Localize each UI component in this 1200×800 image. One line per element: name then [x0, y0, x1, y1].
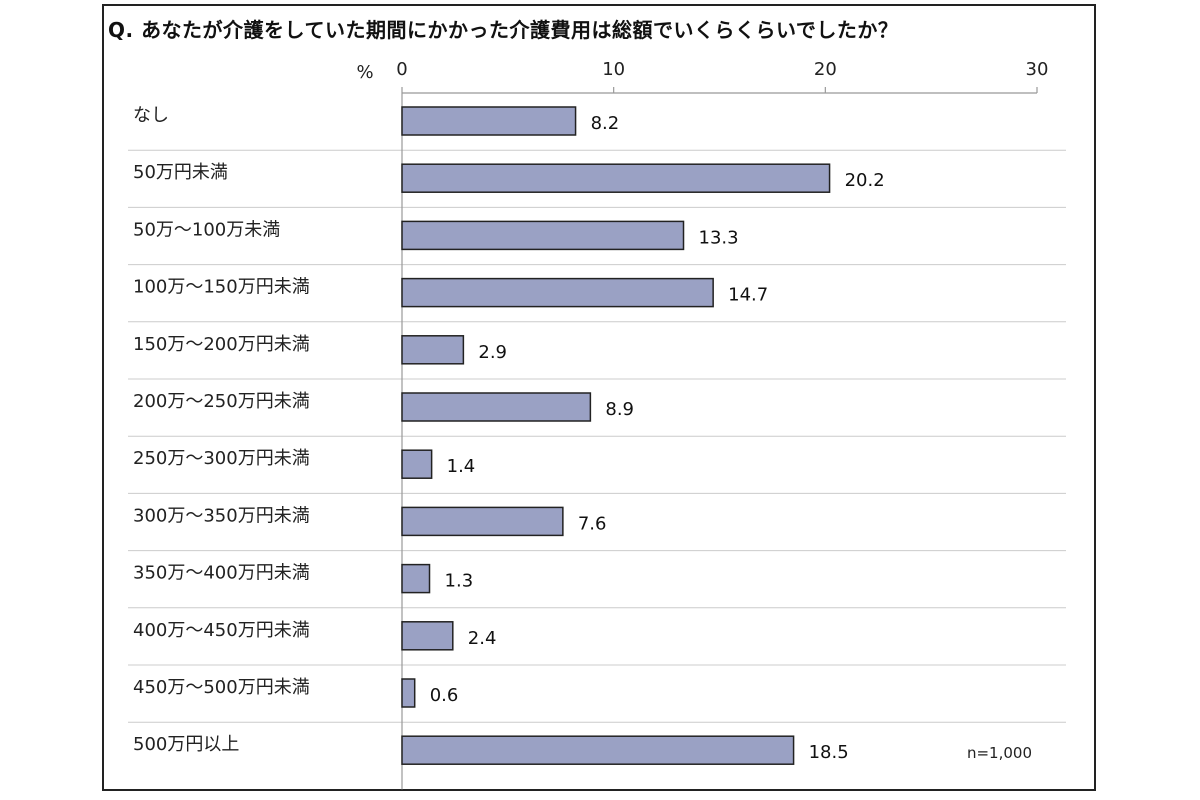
- chart-title: Q. あなたが介護をしていた期間にかかった介護費用は総額でいくらくらいでしたか？: [108, 18, 899, 42]
- category-label: 400万〜450万円未満: [133, 620, 310, 641]
- category-label: 100万〜150万円未満: [133, 277, 310, 298]
- data-label: 8.9: [605, 399, 634, 420]
- data-label: 8.2: [591, 113, 620, 134]
- data-label: 14.7: [728, 285, 768, 306]
- data-label: 1.3: [445, 571, 474, 592]
- bar: [401, 506, 564, 537]
- bar: [401, 106, 577, 136]
- chart-frame: [102, 4, 1096, 791]
- category-label: 150万〜200万円未満: [133, 334, 310, 355]
- category-label: 200万〜250万円未満: [133, 391, 310, 412]
- category-label: 50万〜100万未満: [133, 219, 280, 240]
- axis-unit-label: %: [356, 62, 373, 83]
- data-label: 1.4: [447, 456, 476, 477]
- axis-layer: % 0 10 20 30: [356, 59, 1049, 790]
- data-label: 0.6: [430, 685, 459, 706]
- bar: [401, 735, 795, 765]
- category-label: 250万〜300万円未満: [133, 448, 310, 469]
- bar: [401, 678, 416, 708]
- bar: [401, 335, 465, 365]
- x-tick-label: 20: [814, 59, 837, 80]
- category-label: 500万円以上: [133, 734, 239, 755]
- sample-size-label: n=1,000: [967, 744, 1032, 762]
- category-label: 450万〜500万円未満: [133, 677, 310, 698]
- bar: [401, 563, 431, 594]
- category-label: 300万〜350万円未満: [133, 505, 310, 526]
- bar: [401, 220, 685, 251]
- bar: [401, 277, 714, 308]
- data-label: 7.6: [578, 513, 607, 534]
- x-tick-label: 30: [1026, 59, 1049, 80]
- data-label: 13.3: [699, 227, 739, 248]
- category-label: なし: [133, 105, 169, 126]
- data-label: 2.9: [478, 342, 507, 363]
- grid-layer: [128, 149, 1066, 723]
- data-label: 18.5: [809, 742, 849, 763]
- x-tick-label: 10: [602, 59, 625, 80]
- category-label: 50万円未満: [133, 162, 228, 183]
- bar: [401, 392, 592, 422]
- bar: [401, 449, 433, 479]
- bar-layer: [401, 106, 831, 765]
- x-tick-label: 0: [396, 59, 407, 80]
- label-layer: なし 8.2 50万円未満 20.2 50万〜100万未満 13.3 100万〜150万円未…: [133, 105, 885, 763]
- data-label: 20.2: [845, 170, 885, 191]
- bar: [401, 621, 454, 651]
- category-label: 350万〜400万円未満: [133, 563, 310, 584]
- bar: [401, 163, 831, 193]
- data-label: 2.4: [468, 628, 497, 649]
